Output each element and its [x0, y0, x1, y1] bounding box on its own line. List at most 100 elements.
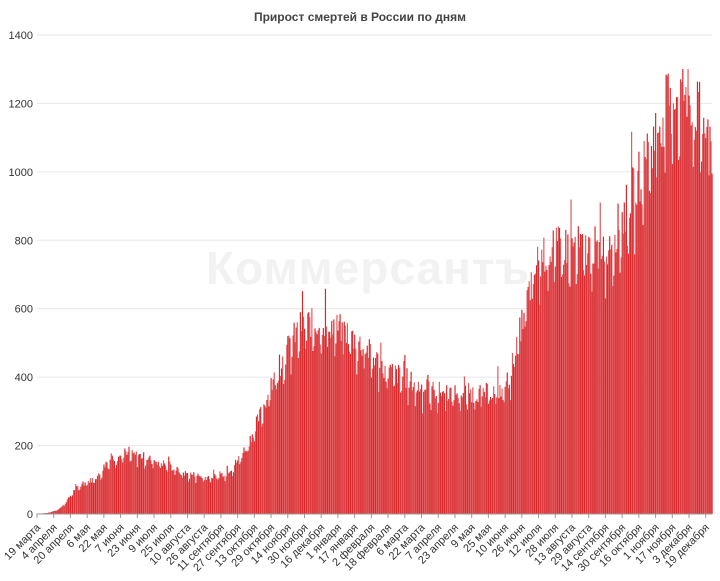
bar-day-564 [626, 185, 627, 514]
bar-day-639 [704, 133, 705, 514]
bar-day-139 [182, 478, 183, 514]
bar-day-451 [508, 388, 509, 514]
bar-day-461 [518, 354, 519, 514]
bar-day-251 [299, 351, 300, 514]
bar-day-352 [404, 355, 405, 514]
bar-day-387 [441, 396, 442, 514]
bar-day-235 [282, 356, 283, 514]
bar-day-444 [500, 397, 501, 514]
bar-day-222 [268, 406, 269, 514]
bar-day-196 [241, 458, 242, 514]
bar-day-501 [560, 238, 561, 514]
bar-day-192 [237, 460, 238, 514]
bar-day-40 [78, 490, 79, 514]
bar-day-135 [178, 468, 179, 514]
bar-day-93 [134, 452, 135, 514]
bar-day-57 [96, 479, 97, 514]
bar-day-274 [323, 328, 324, 514]
bar-day-625 [690, 105, 691, 514]
bar-day-157 [201, 476, 202, 514]
bar-day-117 [159, 466, 160, 514]
bar-day-574 [636, 205, 637, 514]
bar-day-331 [382, 373, 383, 514]
bar-day-42 [80, 487, 81, 514]
bar-day-399 [453, 400, 454, 514]
bar-day-286 [335, 343, 336, 514]
bar-day-100 [141, 459, 142, 514]
bar-day-70 [110, 460, 111, 514]
bar-day-528 [588, 237, 589, 514]
bar-day-602 [666, 75, 667, 514]
bar-day-140 [183, 473, 184, 514]
bar-day-433 [489, 401, 490, 514]
bar-day-76 [116, 465, 117, 514]
bar-day-345 [397, 383, 398, 514]
bar-day-180 [225, 481, 226, 514]
bar-day-463 [520, 341, 521, 514]
bar-day-567 [629, 218, 630, 514]
bar-day-349 [401, 391, 402, 514]
bar-day-612 [676, 97, 677, 514]
bar-day-303 [353, 349, 354, 514]
bar-day-384 [438, 403, 439, 514]
bar-day-441 [497, 366, 498, 514]
bar-day-592 [655, 113, 656, 514]
bar-day-354 [406, 368, 407, 514]
bar-day-623 [687, 69, 688, 514]
bar-day-63 [102, 471, 103, 514]
bar-day-362 [415, 406, 416, 514]
bar-day-50 [89, 483, 90, 514]
bar-day-39 [77, 486, 78, 514]
bar-day-615 [679, 156, 680, 514]
bar-day-427 [483, 388, 484, 514]
bar-day-367 [420, 389, 421, 514]
bar-day-431 [487, 384, 488, 514]
bar-day-48 [87, 485, 88, 514]
bar-day-405 [460, 411, 461, 514]
bar-day-296 [346, 343, 347, 514]
bar-day-72 [112, 456, 113, 514]
bar-day-220 [266, 400, 267, 514]
bar-day-360 [413, 387, 414, 514]
bar-day-428 [484, 392, 485, 514]
bar-day-631 [696, 131, 697, 514]
bar-day-595 [658, 132, 659, 514]
bar-day-99 [140, 454, 141, 514]
bar-day-403 [458, 398, 459, 514]
bar-day-601 [664, 173, 665, 514]
bar-day-337 [389, 367, 390, 514]
bar-day-533 [593, 263, 594, 514]
bar-day-608 [672, 164, 673, 514]
bar-day-630 [695, 127, 696, 514]
bar-day-340 [392, 364, 393, 514]
bar-day-148 [191, 475, 192, 514]
bar-day-252 [300, 312, 301, 514]
bar-day-640 [705, 138, 706, 514]
bar-day-287 [336, 315, 337, 514]
bar-day-94 [135, 455, 136, 514]
bar-day-464 [521, 310, 522, 514]
bar-day-150 [193, 472, 194, 514]
bar-day-33 [71, 497, 72, 514]
bar-day-25 [63, 505, 64, 514]
bar-day-312 [362, 349, 363, 514]
bar-day-237 [284, 380, 285, 514]
bar-day-98 [139, 454, 140, 514]
bar-day-283 [332, 335, 333, 514]
bar-day-213 [259, 409, 260, 514]
bar-day-221 [267, 395, 268, 514]
bar-day-24 [62, 506, 63, 514]
bar-day-440 [496, 397, 497, 514]
bar-day-32 [70, 496, 71, 514]
bar-day-199 [244, 451, 245, 514]
bar-day-245 [292, 335, 293, 514]
bar-day-388 [442, 392, 443, 514]
bar-day-458 [515, 356, 516, 514]
bar-day-123 [165, 465, 166, 514]
bar-day-418 [473, 403, 474, 514]
bar-day-459 [516, 337, 517, 514]
bar-day-80 [120, 456, 121, 514]
bar-day-129 [171, 470, 172, 514]
bar-day-373 [426, 379, 427, 514]
